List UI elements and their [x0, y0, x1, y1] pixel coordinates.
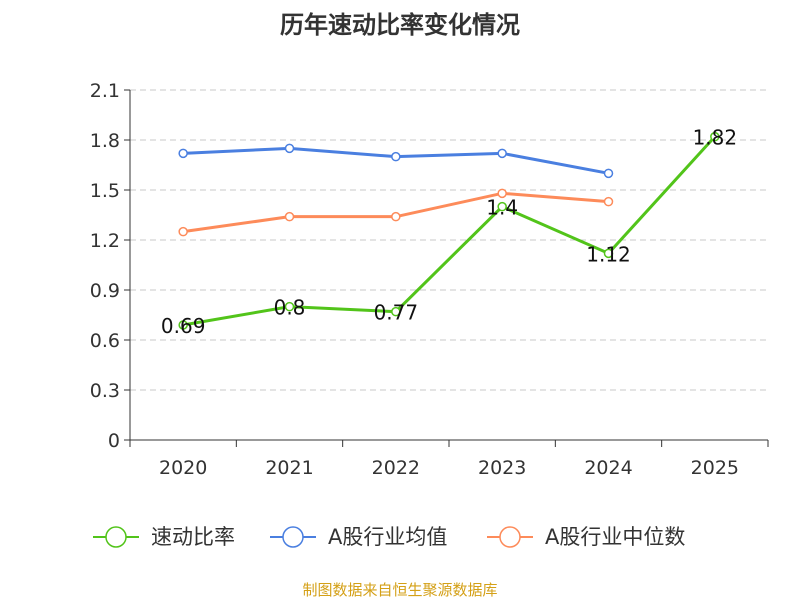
data-point: [178, 148, 188, 159]
data-point: [284, 143, 295, 154]
data-point: [497, 148, 507, 159]
data-point: [178, 226, 188, 237]
data-point: [391, 211, 401, 222]
data-point: [497, 201, 507, 212]
data-point: [603, 248, 614, 259]
legend-label: 速动比率: [151, 525, 235, 549]
chart-title: 历年速动比率变化情况: [280, 11, 520, 39]
data-point: [178, 320, 188, 330]
y-tick-label: 0: [108, 430, 120, 452]
data-label: 1.82: [693, 126, 738, 150]
data-label: 0.69: [161, 314, 206, 338]
data-point: [603, 196, 614, 207]
x-tick-label: 2020: [159, 457, 207, 479]
x-tick-label: 2022: [372, 457, 420, 479]
y-tick-label: 1.2: [90, 230, 120, 252]
y-tick-label: 2.1: [90, 80, 120, 102]
y-tick-label: 1.8: [90, 130, 120, 152]
legend-marker: [499, 526, 521, 548]
data-label: 1.4: [486, 196, 518, 220]
x-tick-label: 2023: [478, 457, 526, 479]
y-tick-label: 0.3: [90, 380, 120, 402]
x-tick-label: 2025: [691, 457, 739, 479]
data-point: [391, 151, 401, 162]
data-point: [391, 306, 401, 317]
data-point: [284, 301, 295, 312]
data-label: 0.77: [374, 301, 419, 325]
data-label: 0.8: [274, 296, 306, 320]
x-tick-label: 2024: [584, 457, 632, 479]
legend-marker: [105, 526, 127, 548]
legend-marker: [282, 526, 304, 548]
data-label: 1.12: [586, 242, 631, 266]
y-tick-label: 0.6: [90, 330, 120, 352]
series-line-0: [182, 135, 716, 327]
source-note: 制图数据来自恒生聚源数据库: [302, 581, 497, 599]
legend-label: A股行业中位数: [545, 525, 685, 549]
y-tick-label: 1.5: [90, 180, 120, 202]
legend-label: A股行业均值: [328, 525, 447, 549]
data-point: [710, 131, 720, 142]
data-point: [497, 188, 507, 199]
data-point: [603, 168, 614, 179]
data-point: [284, 211, 295, 222]
y-tick-label: 0.9: [90, 280, 120, 302]
x-tick-label: 2021: [265, 457, 313, 479]
